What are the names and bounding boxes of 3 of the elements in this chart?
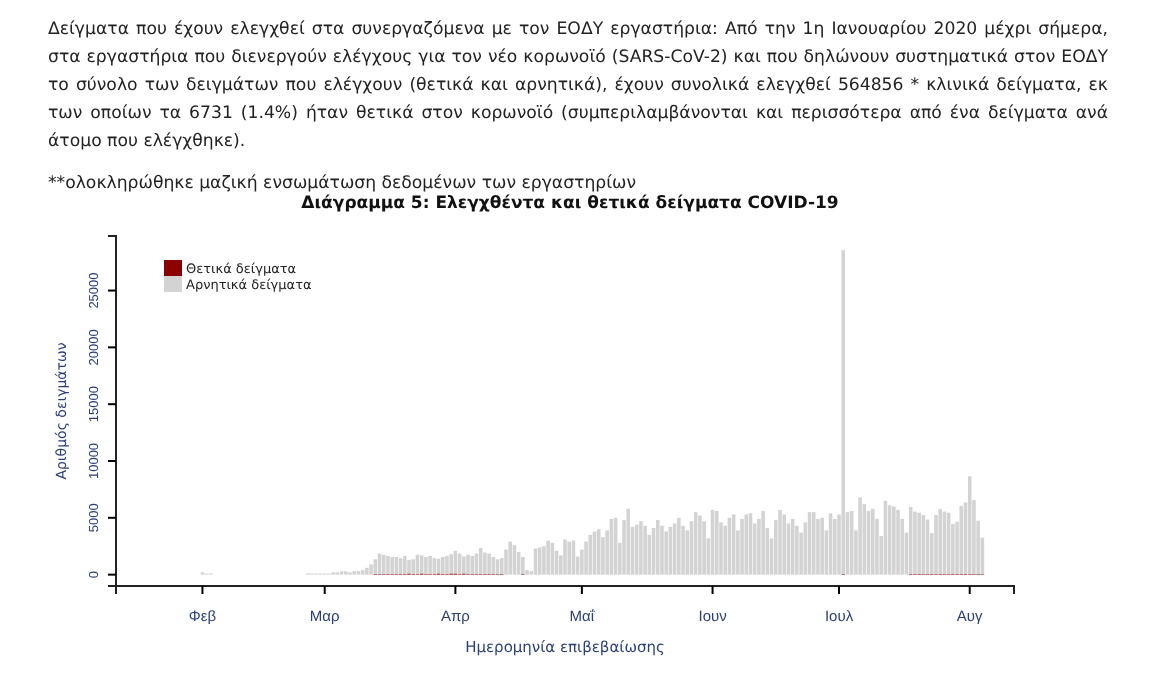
chart-title: Διάγραμμα 5: Ελεγχθέντα και θετικά δείγματα COVID-19 xyxy=(301,194,839,214)
text: **ολοκληρώθηκε μαζική ενσωμάτωση δεδομένων των εργαστηρίων xyxy=(48,172,639,194)
text: Δείγματα που έχουν ελεγχθεί στα συνεργαζόμενα με τον ΕΟΔΥ εργαστήρια: Από την 1η Ιανουαρίου 2020 μέχρι σήμερα, στα εργαστήρια που διενεργούν ελέγχους για τον νέο κορωνοϊό (SARS-CoV-2) και που δηλώνουν συστηματικά στον ΕΟΔΥ το σύνολο των δειγμάτων που ελέγχουν (θετικά και αρνητικά), έχουν συνολικά ελεγχθεί 564856 * κλινικά δείγματα, εκ των οποίων τα 6731 (1.4%) ήταν θετικά στον κορωνοϊό (συμπεριλαμβάνονται και περισσότερα από ένα δείγματα ανά άτομο που ελέγχθηκε). xyxy=(48,18,1108,156)
